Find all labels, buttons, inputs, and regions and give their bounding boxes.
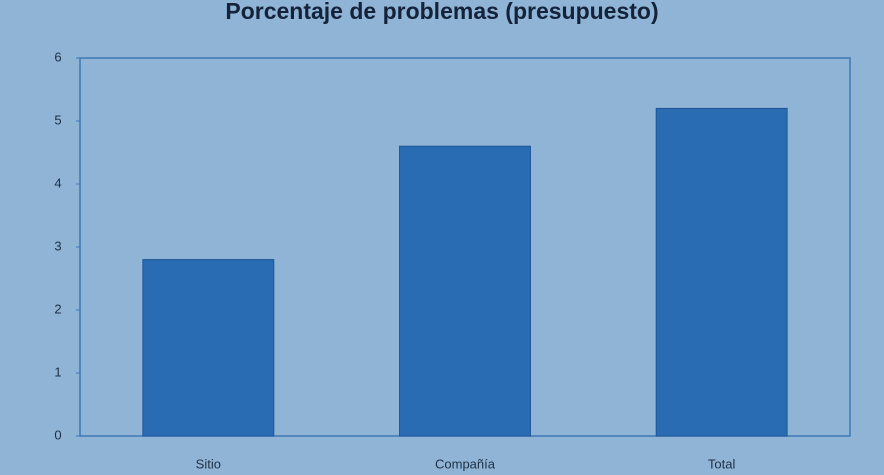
bar bbox=[655, 107, 788, 437]
y-tick-label: 4 bbox=[54, 175, 61, 190]
y-tick-label: 6 bbox=[54, 49, 61, 64]
bar bbox=[142, 259, 275, 437]
y-tick-label: 0 bbox=[54, 427, 61, 442]
bar bbox=[399, 145, 531, 437]
x-tick-label: Sitio bbox=[196, 456, 221, 471]
x-tick-label: Compañía bbox=[435, 456, 496, 471]
x-tick-label: Total bbox=[708, 456, 736, 471]
y-tick-label: 1 bbox=[54, 364, 61, 379]
y-tick-label: 2 bbox=[54, 301, 61, 316]
y-tick-label: 3 bbox=[54, 238, 61, 253]
y-tick-label: 5 bbox=[54, 112, 61, 127]
chart-title: Porcentaje de problemas (presupuesto) bbox=[225, 0, 658, 24]
